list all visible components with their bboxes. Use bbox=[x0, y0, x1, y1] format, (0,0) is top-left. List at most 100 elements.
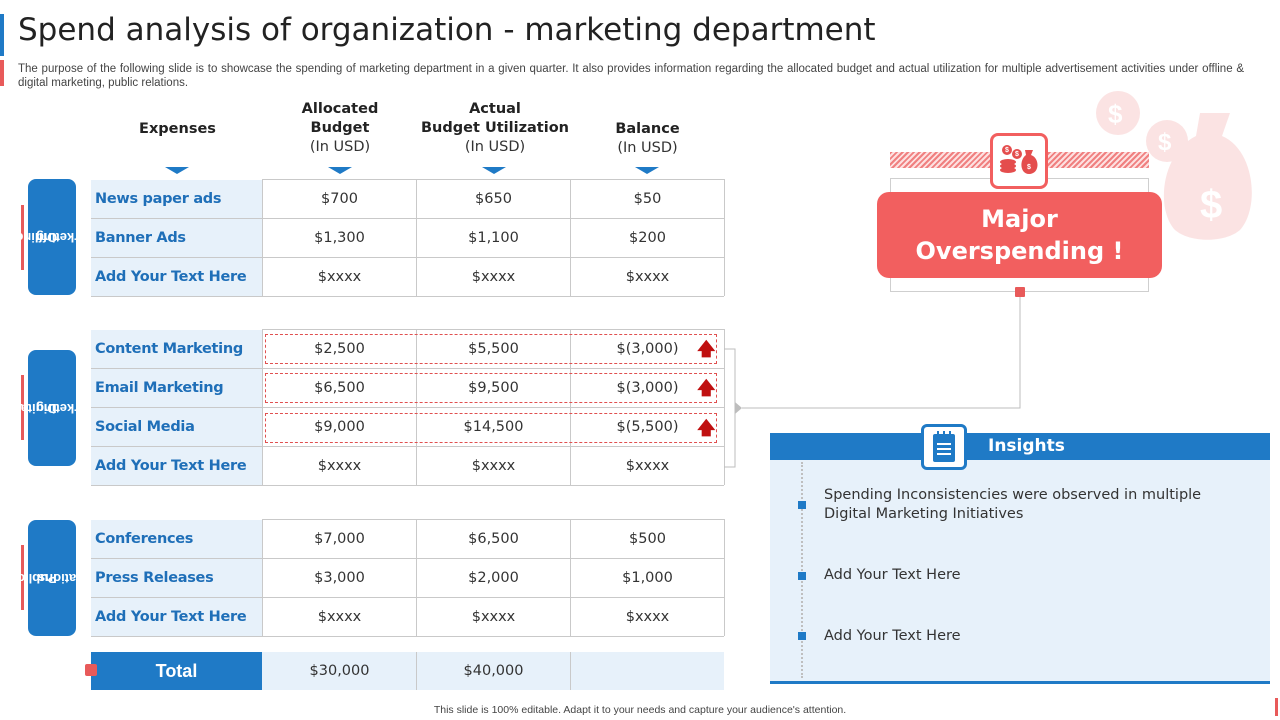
up-arrow-icon: 🡅 bbox=[697, 378, 716, 398]
overspend-highlight bbox=[265, 413, 717, 443]
row-label: Social Media Marketing bbox=[91, 408, 262, 473]
row-label: Banner Ads bbox=[91, 219, 262, 257]
group-tab-public-relations: Public Relations bbox=[18, 520, 96, 636]
insight-bullet bbox=[798, 632, 806, 640]
grid-line bbox=[91, 446, 724, 447]
cell-allocated: $1,300 bbox=[314, 230, 365, 246]
cell-allocated: $xxxx bbox=[317, 269, 362, 285]
col-marker-actual bbox=[482, 167, 506, 174]
cell-actual: $6,500 bbox=[468, 531, 519, 547]
cell-balance: $50 bbox=[633, 191, 662, 207]
cell-balance: $500 bbox=[629, 531, 666, 547]
grid-line bbox=[416, 179, 417, 296]
cell-allocated: $xxxx bbox=[317, 609, 362, 625]
insights-title: Insights bbox=[988, 436, 1065, 456]
total-allocated: $30,000 bbox=[309, 663, 370, 679]
grid-line bbox=[724, 179, 725, 296]
row-label: Add Your Text Here bbox=[91, 447, 262, 485]
cell-actual: $1,100 bbox=[468, 230, 519, 246]
grid-line bbox=[570, 652, 571, 690]
grid-line bbox=[91, 558, 724, 559]
cell-balance: $1,000 bbox=[622, 570, 673, 586]
description-accent-bar bbox=[0, 60, 4, 86]
notepad-icon bbox=[921, 424, 967, 470]
row-label: Conferences bbox=[91, 520, 262, 558]
svg-text:$: $ bbox=[1005, 147, 1009, 154]
insights-bottom-bar bbox=[770, 681, 1270, 684]
overspend-highlight bbox=[265, 373, 717, 403]
col-head-balance: Balance (In USD) bbox=[615, 121, 680, 156]
grid-line bbox=[91, 218, 724, 219]
overspend-highlight bbox=[265, 334, 717, 364]
group-marker bbox=[21, 375, 24, 440]
row-label: Add Your Text Here bbox=[91, 598, 262, 636]
row-label: Content Marketing bbox=[91, 330, 262, 368]
cell-allocated: $2,500 bbox=[314, 341, 365, 357]
grid-line bbox=[416, 652, 417, 690]
group-tab-digital: Digital Marketing bbox=[17, 350, 98, 466]
coins-icon: $ $ $ bbox=[990, 133, 1048, 189]
page-title: Spend analysis of organization - marketi… bbox=[18, 12, 876, 48]
cell-balance: $xxxx bbox=[625, 269, 670, 285]
col-head-allocated: Allocated Budget (In USD) bbox=[301, 101, 379, 155]
cell-actual: $9,500 bbox=[468, 380, 519, 396]
grid-line bbox=[91, 407, 724, 408]
insight-item: Spending Inconsistencies were observed i… bbox=[824, 487, 1202, 522]
cell-actual: $5,500 bbox=[468, 341, 519, 357]
grid-line bbox=[262, 329, 724, 330]
grid-line bbox=[724, 329, 725, 485]
row-label: Add Your Text Here bbox=[91, 258, 262, 296]
insight-item: Add Your Text Here bbox=[824, 628, 961, 644]
cell-actual: $14,500 bbox=[463, 419, 524, 435]
row-label: Email Marketing bbox=[91, 369, 262, 407]
cell-allocated: $7,000 bbox=[314, 531, 365, 547]
up-arrow-icon: 🡅 bbox=[697, 418, 716, 438]
grid-line bbox=[416, 519, 417, 636]
cell-balance: $xxxx bbox=[625, 609, 670, 625]
cell-actual: $2,000 bbox=[468, 570, 519, 586]
cell-allocated: $9,000 bbox=[314, 419, 365, 435]
group-marker bbox=[21, 545, 24, 610]
insights-header: Insights bbox=[770, 433, 1270, 460]
cell-balance: $(5,500) bbox=[616, 419, 679, 435]
insight-item: Add Your Text Here bbox=[824, 567, 961, 583]
cell-actual: $xxxx bbox=[471, 609, 516, 625]
total-marker bbox=[85, 664, 97, 676]
grid-line bbox=[91, 636, 724, 637]
cell-allocated: $6,500 bbox=[314, 380, 365, 396]
group-tab-offline: Offline Marketing bbox=[16, 179, 98, 295]
cell-actual: $650 bbox=[475, 191, 512, 207]
page-description: The purpose of the following slide is to… bbox=[18, 63, 1244, 89]
insight-bullet bbox=[798, 572, 806, 580]
svg-text:$: $ bbox=[1027, 164, 1031, 171]
grid-line bbox=[724, 519, 725, 636]
total-row-bg bbox=[262, 652, 724, 690]
col-marker-balance bbox=[635, 167, 659, 174]
grid-line bbox=[262, 179, 263, 296]
grid-line bbox=[91, 368, 724, 369]
cell-actual: $xxxx bbox=[471, 458, 516, 474]
major-overspending-callout: Major Overspending ! bbox=[877, 192, 1162, 278]
grid-line bbox=[416, 329, 417, 485]
money-bag-icon: $ $ $ bbox=[1096, 91, 1252, 240]
grid-line bbox=[570, 179, 571, 296]
grid-line bbox=[262, 519, 724, 520]
grid-line bbox=[91, 485, 724, 486]
footer-note: This slide is 100% editable. Adapt it to… bbox=[433, 704, 847, 716]
callout-anchor bbox=[1015, 287, 1025, 297]
cell-actual: $xxxx bbox=[471, 269, 516, 285]
grid-line bbox=[262, 329, 263, 485]
grid-line bbox=[262, 519, 263, 636]
corner-marker bbox=[1275, 698, 1278, 716]
svg-text:$: $ bbox=[1200, 183, 1222, 227]
svg-text:$: $ bbox=[1158, 129, 1172, 156]
cell-balance: $xxxx bbox=[625, 458, 670, 474]
col-marker-allocated bbox=[328, 167, 352, 174]
col-head-actual: Actual Budget Utilization (In USD) bbox=[421, 101, 569, 155]
cell-allocated: $700 bbox=[321, 191, 358, 207]
total-balance bbox=[571, 652, 724, 690]
grid-line bbox=[91, 296, 724, 297]
svg-text:$: $ bbox=[1108, 99, 1123, 129]
grid-line bbox=[570, 519, 571, 636]
row-label: Press Releases bbox=[91, 559, 262, 597]
